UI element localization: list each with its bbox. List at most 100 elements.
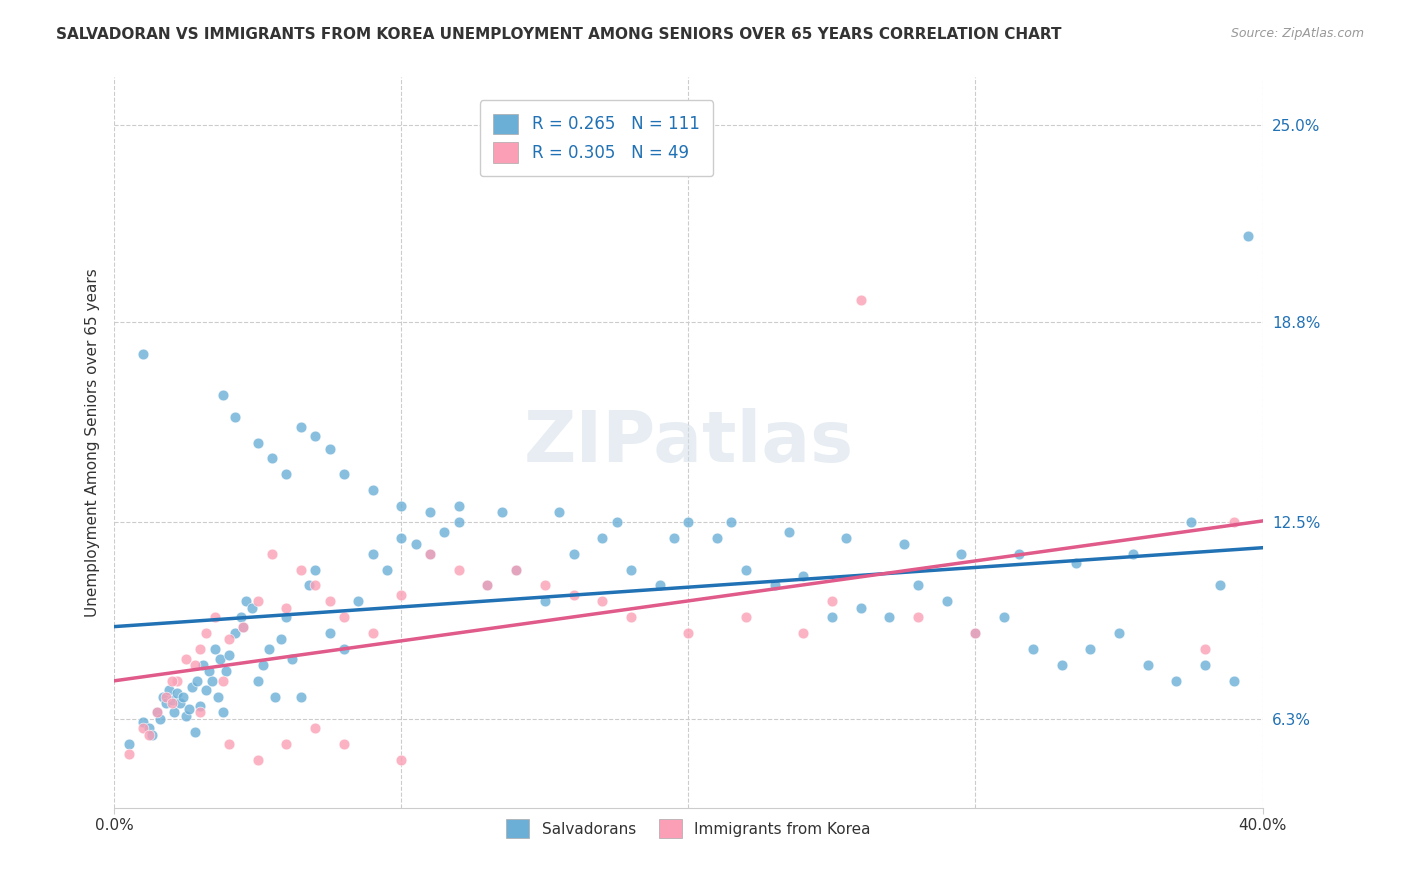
Point — [433, 524, 456, 539]
Point — [174, 651, 197, 665]
Point — [361, 626, 384, 640]
Point — [188, 706, 211, 720]
Point — [1136, 657, 1159, 672]
Point — [177, 702, 200, 716]
Point — [792, 569, 814, 583]
Point — [149, 712, 172, 726]
Point — [419, 547, 441, 561]
Point — [734, 563, 756, 577]
Point — [218, 737, 240, 751]
Point — [447, 515, 470, 529]
Point — [1078, 642, 1101, 657]
Point — [270, 632, 292, 647]
Point — [361, 547, 384, 561]
Point — [447, 499, 470, 513]
Point — [1007, 547, 1029, 561]
Point — [849, 600, 872, 615]
Point — [893, 537, 915, 551]
Point — [160, 673, 183, 688]
Point — [132, 714, 155, 729]
Point — [333, 467, 356, 482]
Point — [201, 673, 224, 688]
Point — [193, 657, 215, 672]
Point — [763, 578, 786, 592]
Point — [993, 610, 1015, 624]
Point — [198, 664, 221, 678]
Point — [117, 747, 139, 761]
Point — [180, 680, 202, 694]
Point — [505, 563, 527, 577]
Point — [505, 563, 527, 577]
Point — [155, 690, 177, 704]
Point — [879, 610, 901, 624]
Point — [620, 610, 643, 624]
Text: Source: ZipAtlas.com: Source: ZipAtlas.com — [1230, 27, 1364, 40]
Point — [163, 706, 186, 720]
Point — [183, 724, 205, 739]
Point — [534, 594, 557, 608]
Point — [276, 600, 298, 615]
Point — [1166, 673, 1188, 688]
Point — [224, 626, 246, 640]
Point — [276, 737, 298, 751]
Point — [1022, 642, 1045, 657]
Point — [1237, 229, 1260, 244]
Point — [157, 683, 180, 698]
Point — [281, 651, 304, 665]
Point — [491, 505, 513, 519]
Point — [835, 531, 858, 545]
Point — [389, 531, 412, 545]
Point — [132, 347, 155, 361]
Point — [778, 524, 800, 539]
Point — [188, 699, 211, 714]
Point — [389, 499, 412, 513]
Point — [246, 594, 269, 608]
Point — [620, 563, 643, 577]
Point — [361, 483, 384, 498]
Point — [1064, 556, 1087, 570]
Point — [235, 594, 257, 608]
Point — [246, 673, 269, 688]
Point — [138, 728, 160, 742]
Point — [333, 610, 356, 624]
Point — [246, 435, 269, 450]
Point — [389, 588, 412, 602]
Point — [215, 664, 238, 678]
Point — [183, 657, 205, 672]
Point — [276, 610, 298, 624]
Point — [792, 626, 814, 640]
Point — [1223, 673, 1246, 688]
Point — [965, 626, 987, 640]
Point — [333, 642, 356, 657]
Point — [1194, 657, 1216, 672]
Point — [950, 547, 973, 561]
Text: ZIPatlas: ZIPatlas — [523, 409, 853, 477]
Point — [720, 515, 742, 529]
Point — [204, 610, 226, 624]
Point — [252, 657, 274, 672]
Point — [447, 563, 470, 577]
Point — [477, 578, 499, 592]
Point — [333, 737, 356, 751]
Point — [678, 515, 700, 529]
Point — [1223, 515, 1246, 529]
Point — [290, 690, 312, 704]
Point — [290, 563, 312, 577]
Point — [218, 632, 240, 647]
Point — [276, 467, 298, 482]
Point — [229, 610, 252, 624]
Point — [304, 578, 326, 592]
Point — [477, 578, 499, 592]
Point — [304, 563, 326, 577]
Point — [264, 690, 287, 704]
Point — [146, 706, 169, 720]
Point — [174, 708, 197, 723]
Point — [155, 696, 177, 710]
Point — [160, 696, 183, 710]
Point — [146, 706, 169, 720]
Point — [734, 610, 756, 624]
Point — [186, 673, 208, 688]
Point — [648, 578, 671, 592]
Point — [188, 642, 211, 657]
Point — [257, 642, 280, 657]
